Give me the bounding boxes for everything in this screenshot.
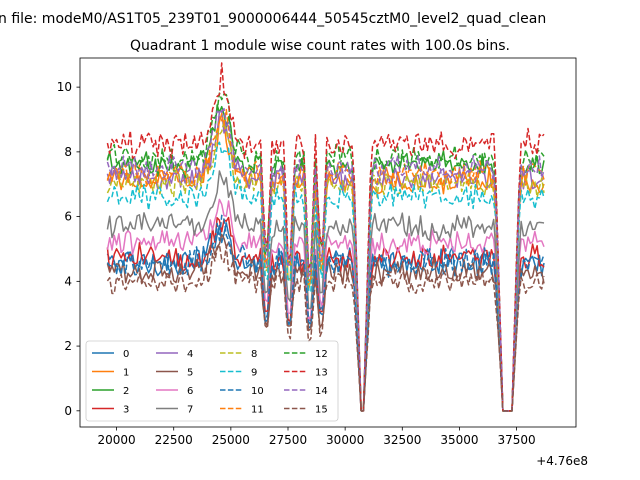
legend-label-2: 2 — [123, 386, 129, 397]
x-tick-label: 37500 — [497, 433, 535, 447]
axes-frame — [79, 57, 577, 428]
legend-label-0: 0 — [123, 349, 129, 360]
x-tick-label: 20000 — [97, 433, 135, 447]
legend-label-10: 10 — [251, 386, 264, 397]
legend-label-5: 5 — [187, 368, 193, 379]
series-line-12 — [106, 92, 545, 412]
x-offset-label: +4.76e8 — [536, 454, 588, 468]
legend-label-9: 9 — [251, 368, 257, 379]
legend-label-15: 15 — [315, 405, 328, 416]
legend-box — [85, 340, 339, 422]
legend-label-13: 13 — [315, 368, 328, 379]
chart-title: Quadrant 1 module wise count rates with … — [130, 38, 510, 54]
series-line-13 — [106, 62, 545, 412]
series-line-14 — [106, 107, 545, 412]
x-tick-label: 35000 — [440, 433, 478, 447]
legend-label-11: 11 — [251, 405, 264, 416]
legend-label-12: 12 — [315, 349, 328, 360]
series-line-6 — [106, 198, 545, 412]
legend-label-6: 6 — [187, 386, 193, 397]
legend-label-7: 7 — [187, 405, 193, 416]
figure-suptitle: n file: modeM0/AS1T05_239T01_9000006444_… — [0, 11, 546, 27]
y-tick-label: 10 — [57, 80, 72, 94]
legend-label-4: 4 — [187, 349, 193, 360]
series-line-15 — [106, 243, 545, 412]
series-line-9 — [106, 141, 545, 412]
plot-area — [106, 62, 545, 412]
x-tick-label: 22500 — [155, 433, 193, 447]
axes: 20000 22500 25000 27500 30000 32500 35000 37500… — [57, 57, 588, 468]
x-tick-label: 27500 — [269, 433, 307, 447]
series-line-7 — [106, 170, 545, 412]
legend-label-3: 3 — [123, 405, 129, 416]
legend-label-14: 14 — [315, 386, 328, 397]
y-tick-label: 4 — [64, 274, 72, 288]
y-tick-label: 6 — [64, 210, 72, 224]
y-tick-label: 8 — [64, 145, 72, 159]
legend-label-8: 8 — [251, 349, 257, 360]
legend-label-1: 1 — [123, 368, 129, 379]
y-tick-label: 0 — [64, 404, 72, 418]
x-tick-label: 32500 — [383, 433, 421, 447]
x-tick-label: 30000 — [326, 433, 364, 447]
x-tick-label: 25000 — [212, 433, 250, 447]
series-line-10 — [106, 214, 545, 412]
y-tick-label: 2 — [64, 339, 72, 353]
